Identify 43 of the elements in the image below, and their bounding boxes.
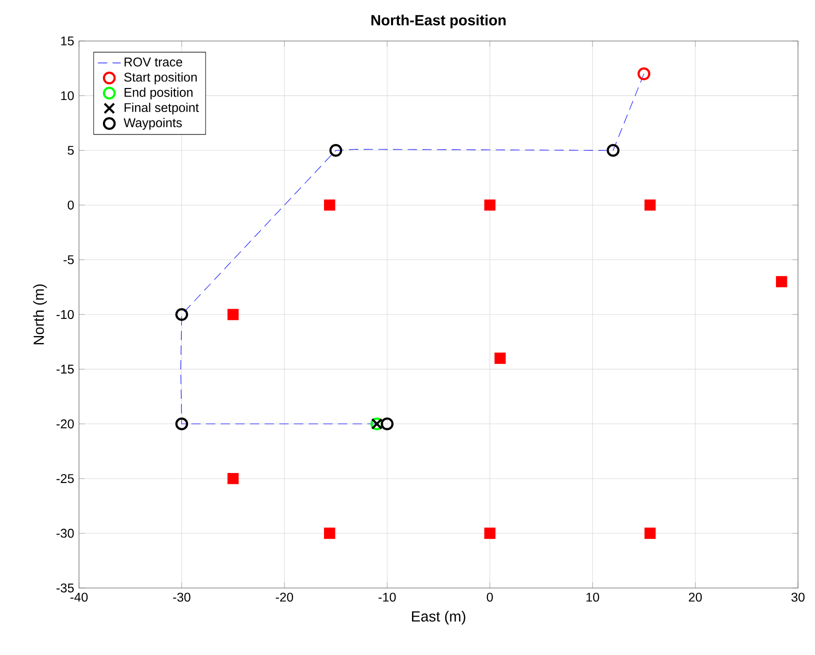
point (484, 528, 496, 539)
x-tick-label: 30 (791, 592, 805, 602)
y-tick-label: -20 (56, 419, 74, 428)
y-tick-label: 5 (68, 146, 74, 155)
point (227, 308, 239, 320)
chart-title: North-East position (371, 14, 506, 28)
x-tick-label: -30 (173, 592, 190, 602)
y-tick-label: -5 (64, 255, 74, 264)
y-tick-label: 0 (68, 200, 74, 210)
legend-label: Final setpoint (124, 102, 199, 115)
legend-label: ROV trace (124, 58, 182, 66)
point (324, 528, 336, 539)
x-tick-label: -40 (70, 592, 88, 602)
legend-label: Start position (124, 72, 197, 84)
point (175, 308, 188, 321)
point (644, 199, 656, 211)
x-tick-label: 20 (688, 592, 702, 602)
point (484, 199, 496, 211)
point (227, 472, 239, 484)
point (606, 144, 620, 157)
y-tick-label: -10 (56, 310, 74, 319)
y-tick-label: -35 (56, 584, 74, 592)
point (776, 276, 788, 288)
x-tick-label: -20 (276, 592, 294, 602)
x-tick-label: 0 (486, 592, 493, 602)
x-tick-label: -10 (378, 592, 396, 602)
y-tick-label: -25 (56, 474, 74, 484)
x-tick-label: 10 (586, 592, 600, 602)
point (175, 417, 188, 430)
point (380, 417, 394, 430)
y-tick-label: -15 (56, 364, 74, 374)
y-axis-title: North (m) (33, 284, 47, 344)
y-tick-label: 15 (61, 36, 74, 46)
y-tick-label: 10 (61, 91, 74, 100)
y-tick-label: -30 (56, 528, 74, 538)
point (329, 144, 342, 157)
legend-label: End position (124, 88, 192, 100)
point (494, 352, 506, 364)
point (638, 67, 650, 80)
x-axis-title: East (m) (412, 610, 466, 624)
legend-label: Waypoints (124, 118, 182, 130)
point (324, 199, 336, 211)
point (644, 528, 656, 539)
